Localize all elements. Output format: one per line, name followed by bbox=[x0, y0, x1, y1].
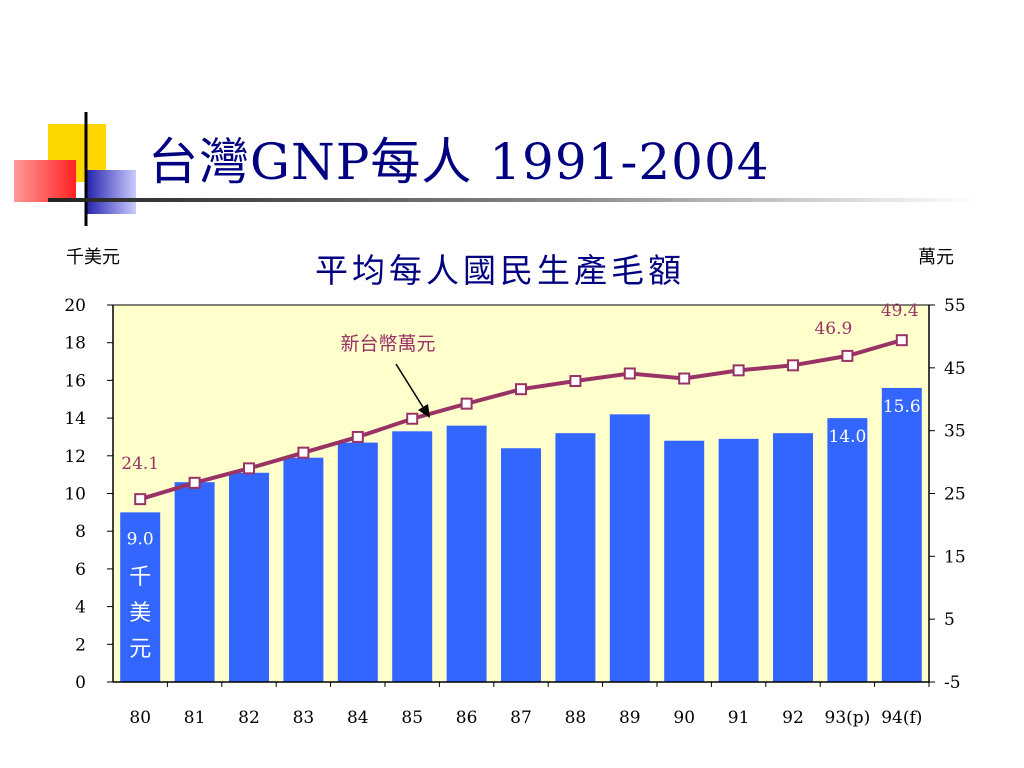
line-marker-92 bbox=[787, 359, 799, 372]
left-tick-label: 10 bbox=[64, 485, 86, 505]
bar-91 bbox=[718, 438, 759, 682]
right-tick-label: 55 bbox=[944, 296, 966, 316]
deco-red-square bbox=[14, 160, 76, 202]
first-bar-unit-char: 美 bbox=[129, 601, 151, 626]
x-tick-label: 88 bbox=[565, 708, 587, 728]
bar-series bbox=[120, 387, 922, 682]
bar-80 bbox=[120, 512, 161, 682]
right-tick-label: 45 bbox=[944, 359, 966, 379]
left-tick-label: 18 bbox=[64, 334, 86, 354]
annotation-arrowhead bbox=[418, 404, 430, 418]
x-tick-label: 80 bbox=[129, 708, 151, 728]
left-tick-label: 8 bbox=[75, 522, 86, 542]
left-tick-label: 2 bbox=[75, 635, 86, 655]
right-tick-label: -5 bbox=[944, 673, 961, 693]
title-underline bbox=[48, 198, 978, 202]
right-axis-unit: 萬元 bbox=[918, 247, 954, 268]
left-tick-label: 6 bbox=[75, 560, 86, 580]
line-marker-89 bbox=[623, 367, 636, 380]
x-tick-label: 94(f) bbox=[881, 708, 922, 728]
line-marker-87 bbox=[515, 383, 527, 396]
line-value-label: 24.1 bbox=[121, 454, 159, 474]
bar-value-label: 14.0 bbox=[828, 427, 866, 447]
left-tick-label: 14 bbox=[64, 409, 86, 429]
line-marker-88 bbox=[569, 375, 582, 388]
line-marker-82 bbox=[243, 462, 255, 475]
left-tick-label: 4 bbox=[75, 598, 86, 618]
x-tick-label: 84 bbox=[347, 708, 369, 728]
line-marker-86 bbox=[460, 397, 473, 410]
x-tick-label: 82 bbox=[238, 708, 260, 728]
x-tick-label: 91 bbox=[728, 708, 750, 728]
data-labels: 9.0 14.0 15.6 千美元 24.1 46.9 49.4 bbox=[121, 301, 920, 662]
x-tick-label: 87 bbox=[510, 708, 532, 728]
bar-83 bbox=[283, 457, 324, 682]
x-tick-label: 86 bbox=[456, 708, 478, 728]
left-axis-unit: 千美元 bbox=[66, 247, 120, 268]
axes: 0 2 4 6 8 10 12 14 16 18 20 -5 5 15 25 35 45 55 80 81 82 83 84… bbox=[64, 296, 965, 728]
line-marker-93(p) bbox=[841, 349, 854, 362]
line-marker-85 bbox=[406, 412, 419, 425]
line-marker-83 bbox=[297, 446, 310, 459]
bar-88 bbox=[555, 433, 596, 682]
bar-value-label: 9.0 bbox=[127, 529, 154, 549]
line-annotation: 新台幣萬元 bbox=[340, 333, 435, 355]
bar-value-label: 15.6 bbox=[883, 397, 921, 417]
bar-93(p) bbox=[827, 418, 868, 682]
x-tick-label: 85 bbox=[401, 708, 423, 728]
slide-title: 台灣GNP每人 1991-2004 bbox=[148, 133, 770, 191]
deco-blue-square bbox=[86, 170, 136, 214]
bar-92 bbox=[773, 433, 813, 682]
x-tick-label: 83 bbox=[293, 708, 315, 728]
bar-85 bbox=[392, 431, 433, 682]
right-tick-label: 15 bbox=[944, 547, 966, 567]
left-tick-label: 12 bbox=[64, 447, 86, 467]
title-decoration bbox=[14, 112, 978, 226]
bar-81 bbox=[174, 482, 215, 682]
first-bar-unit-char: 千 bbox=[129, 565, 151, 590]
bar-87 bbox=[501, 448, 541, 682]
line-value-label: 46.9 bbox=[814, 319, 852, 339]
bar-84 bbox=[337, 442, 378, 682]
x-tick-label: 93(p) bbox=[825, 708, 871, 728]
left-tick-label: 0 bbox=[75, 673, 86, 693]
line-marker-84 bbox=[351, 430, 364, 443]
bar-94(f) bbox=[881, 387, 922, 682]
x-tick-label: 90 bbox=[673, 708, 695, 728]
right-tick-label: 35 bbox=[944, 422, 966, 442]
bar-82 bbox=[229, 472, 269, 682]
line-value-label: 49.4 bbox=[881, 301, 919, 321]
right-tick-label: 5 bbox=[944, 610, 955, 630]
bar-90 bbox=[664, 440, 705, 682]
line-marker-91 bbox=[732, 364, 745, 377]
x-tick-label: 89 bbox=[619, 708, 641, 728]
line-marker-94(f) bbox=[895, 334, 908, 347]
bar-89 bbox=[609, 414, 650, 682]
left-tick-label: 16 bbox=[64, 371, 86, 391]
line-marker-90 bbox=[678, 372, 691, 385]
annotation-arrow bbox=[395, 363, 427, 413]
left-tick-label: 20 bbox=[64, 296, 86, 316]
right-tick-label: 25 bbox=[944, 485, 966, 505]
first-bar-unit-char: 元 bbox=[129, 637, 151, 662]
line-series bbox=[134, 334, 908, 506]
line-marker-81 bbox=[188, 476, 201, 489]
chart-title: 平均每人國民生產毛額 bbox=[315, 251, 685, 290]
line-marker-80 bbox=[134, 493, 147, 506]
x-tick-label: 92 bbox=[782, 708, 804, 728]
x-tick-label: 81 bbox=[184, 708, 206, 728]
bar-86 bbox=[446, 425, 487, 682]
